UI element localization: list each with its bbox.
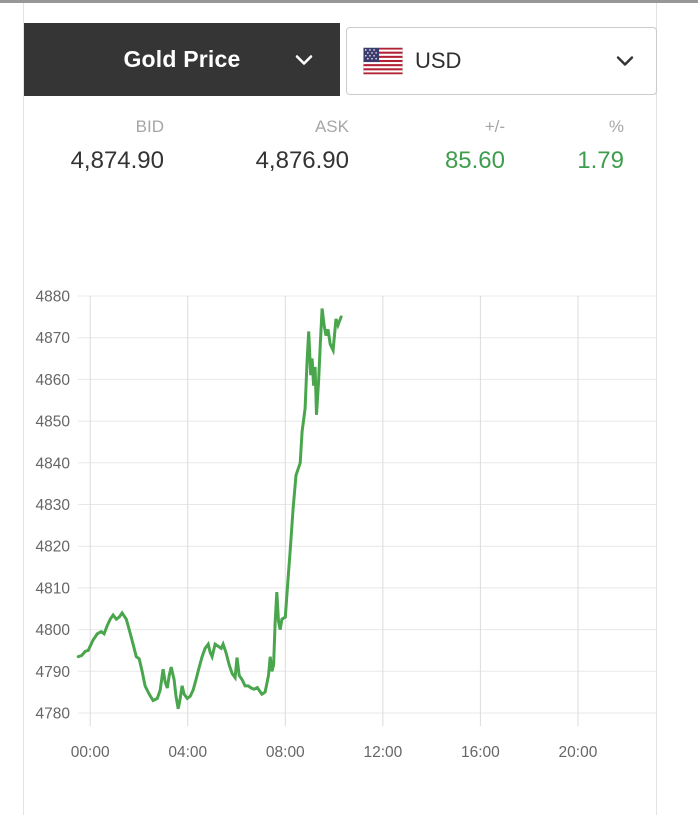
bid-label: BID bbox=[135, 117, 164, 136]
y-axis-tick-label: 4860 bbox=[36, 372, 71, 389]
y-axis-tick-label: 4850 bbox=[36, 414, 71, 431]
change-value: 85.60 bbox=[444, 147, 505, 174]
quote-strip: BID 4,874.90 ASK 4,876.90 +/- 85.60 % 1.… bbox=[24, 115, 656, 177]
x-axis-tick-label: 08:00 bbox=[266, 744, 305, 761]
us-flag-icon bbox=[363, 47, 403, 75]
x-axis-tick-label: 20:00 bbox=[559, 744, 598, 761]
change-percent-column: % 1.79 bbox=[505, 115, 624, 177]
x-axis-tick-label: 12:00 bbox=[363, 744, 402, 761]
instrument-selector-button[interactable]: Gold Price bbox=[24, 23, 340, 96]
x-axis-tick-label: 04:00 bbox=[168, 744, 207, 761]
gold-price-widget: Gold Price bbox=[23, 3, 657, 815]
chevron-down-icon bbox=[616, 56, 634, 67]
y-axis-tick-label: 4840 bbox=[36, 455, 71, 472]
ask-label: ASK bbox=[314, 117, 349, 136]
y-axis-tick-label: 4820 bbox=[36, 539, 71, 556]
y-axis-tick-label: 4830 bbox=[36, 497, 71, 514]
ask-value: 4,876.90 bbox=[255, 147, 349, 174]
change-percent-value: 1.79 bbox=[577, 147, 624, 174]
change-column: +/- 85.60 bbox=[349, 115, 505, 177]
y-axis-tick-label: 4780 bbox=[36, 706, 71, 723]
chart-area: 4880 4870 4860 4850 4840 4830 4820 4810 4800 4790… bbox=[24, 280, 657, 790]
x-axis-tick-label: 00:00 bbox=[71, 744, 110, 761]
currency-selector-button[interactable]: USD bbox=[346, 27, 657, 95]
change-label: +/- bbox=[484, 117, 505, 136]
y-axis-tick-label: 4810 bbox=[36, 580, 71, 597]
bid-value: 4,874.90 bbox=[70, 147, 164, 174]
y-axis-tick-label: 4880 bbox=[36, 289, 71, 306]
x-axis-tick-label: 16:00 bbox=[461, 744, 500, 761]
chevron-down-icon bbox=[295, 54, 313, 65]
ask-column: ASK 4,876.90 bbox=[164, 115, 349, 177]
change-percent-label: % bbox=[608, 117, 624, 136]
price-chart: 4880 4870 4860 4850 4840 4830 4820 4810 4800 4790… bbox=[36, 289, 656, 761]
price-line bbox=[76, 308, 343, 710]
y-axis-tick-label: 4870 bbox=[36, 330, 71, 347]
bid-column: BID 4,874.90 bbox=[24, 115, 164, 177]
y-axis-tick-label: 4800 bbox=[36, 622, 71, 639]
top-separator-bar bbox=[0, 0, 698, 3]
instrument-selector-label: Gold Price bbox=[123, 46, 241, 72]
y-axis-tick-label: 4790 bbox=[36, 664, 71, 681]
currency-selector-label: USD bbox=[415, 48, 462, 73]
